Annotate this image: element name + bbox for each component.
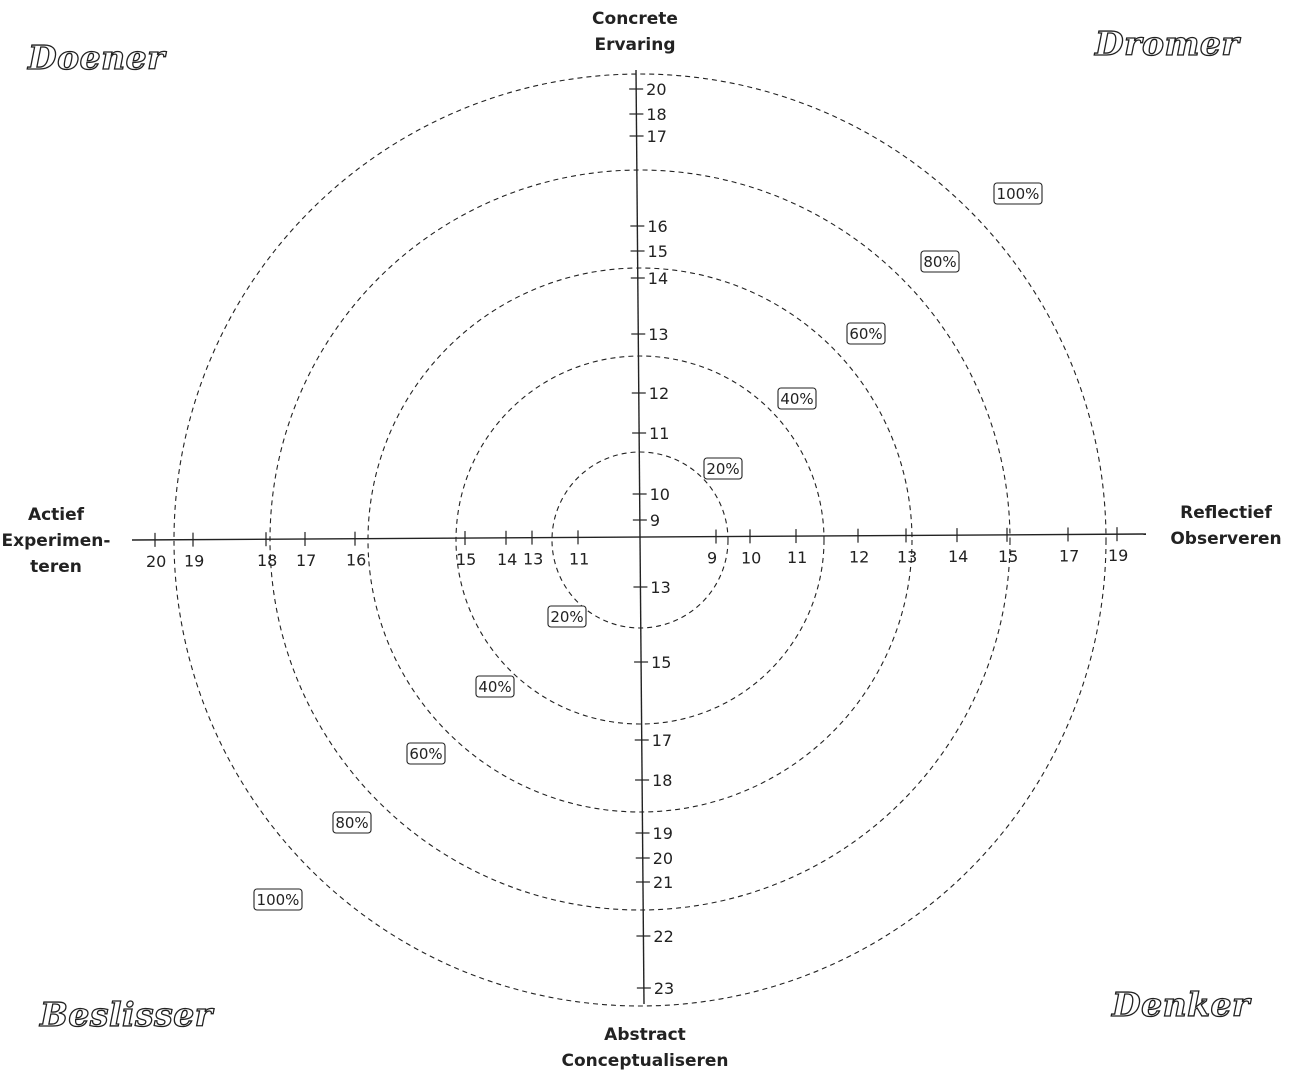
- right-tick-label-14: 14: [948, 547, 968, 566]
- right-tick-label-9: 9: [707, 549, 717, 568]
- left-tick-label-20: 20: [146, 552, 166, 571]
- axis-label-left-line2: Experimen-: [1, 531, 111, 551]
- top-tick-label-10: 10: [650, 485, 670, 504]
- ring-label-100-b: 100%: [257, 891, 300, 909]
- ring-label-box-40-b: [475, 675, 515, 698]
- ring-label-box-20-b: [547, 605, 587, 628]
- quadrant-label-doener: Doener: [27, 37, 165, 77]
- quadrant-label-beslisser: Beslisser: [39, 994, 213, 1034]
- ring-60: [367, 267, 913, 813]
- right-tick-label-19: 19: [1108, 546, 1128, 565]
- top-tick-label-14: 14: [648, 269, 668, 288]
- quadrant-label-denker: Denker: [1111, 984, 1250, 1024]
- left-tick-label-17: 17: [296, 551, 316, 570]
- right-tick-label-10: 10: [741, 548, 761, 567]
- quadrant-label-dromer: Dromer: [1094, 23, 1240, 63]
- bottom-tick-label-18: 18: [652, 771, 672, 790]
- axis-label-right-line2: Observeren: [1170, 529, 1282, 549]
- axis-label-top-line2: Ervaring: [594, 35, 676, 55]
- ring-label-20-b: 20%: [550, 608, 583, 626]
- ring-label-80-a: 80%: [923, 253, 956, 271]
- top-tick-label-13: 13: [648, 325, 668, 344]
- axis-label-left: Actief Experimen- teren: [0, 502, 112, 580]
- bottom-tick-label-23: 23: [654, 979, 674, 998]
- top-tick-label-16: 16: [647, 217, 667, 236]
- ring-label-100-a: 100%: [997, 185, 1040, 203]
- ring-20: [551, 451, 729, 629]
- axis-label-bottom-line2: Conceptualiseren: [561, 1051, 729, 1071]
- left-tick-label-18: 18: [257, 551, 277, 570]
- top-tick-label-11: 11: [649, 424, 669, 443]
- left-tick-label-16: 16: [346, 551, 366, 570]
- top-tick-label-17: 17: [647, 127, 667, 146]
- ring-80: [269, 169, 1011, 911]
- top-tick-label-15: 15: [648, 242, 668, 261]
- bottom-tick-label-13: 13: [650, 578, 670, 597]
- ring-label-80-b: 80%: [335, 814, 368, 832]
- axis-label-right: Reflectief Observeren: [1160, 500, 1292, 552]
- left-tick-label-11: 11: [569, 549, 589, 568]
- left-tick-label-19: 19: [184, 552, 204, 571]
- axis-label-bottom: Abstract Conceptualiseren: [540, 1022, 750, 1074]
- right-tick-label-12: 12: [849, 548, 869, 567]
- ring-label-40-b: 40%: [478, 678, 511, 696]
- ring-label-box-20-a: [703, 457, 743, 480]
- ring-label-box-60-a: [846, 322, 886, 345]
- ring-40: [455, 355, 825, 725]
- bottom-tick-label-22: 22: [653, 927, 673, 946]
- ring-label-box-40-a: [777, 387, 817, 410]
- ring-label-box-80-a: [920, 250, 960, 273]
- axis-label-left-line3: teren: [30, 557, 82, 577]
- axis-label-top-line1: Concrete: [592, 9, 678, 29]
- left-tick-label-15: 15: [456, 550, 476, 569]
- ring-100: [173, 73, 1107, 1007]
- ring-label-box-100-b: [253, 888, 303, 911]
- ring-label-60-b: 60%: [409, 745, 442, 763]
- axis-label-top: Concrete Ervaring: [560, 6, 710, 58]
- top-tick-label-9: 9: [650, 511, 660, 530]
- ring-label-60-a: 60%: [849, 325, 882, 343]
- axis-label-bottom-line1: Abstract: [604, 1025, 686, 1045]
- right-tick-label-17: 17: [1059, 546, 1079, 565]
- axis-label-left-line1: Actief: [27, 505, 85, 525]
- left-tick-label-14: 14: [497, 550, 517, 569]
- horizontal-axis: [131, 533, 1147, 541]
- ring-label-box-100-a: [993, 182, 1043, 205]
- left-tick-label-13: 13: [523, 550, 543, 569]
- right-tick-label-13: 13: [897, 547, 917, 566]
- top-tick-label-12: 12: [649, 384, 669, 403]
- right-tick-label-15: 15: [998, 547, 1018, 566]
- bottom-tick-label-21: 21: [653, 873, 673, 892]
- top-tick-label-18: 18: [646, 105, 666, 124]
- bottom-tick-label-15: 15: [651, 653, 671, 672]
- top-tick-label-20: 20: [646, 80, 666, 99]
- axis-label-right-line1: Reflectief: [1180, 503, 1272, 523]
- bottom-tick-label-17: 17: [652, 731, 672, 750]
- ring-label-box-60-b: [406, 742, 446, 765]
- bottom-tick-label-20: 20: [653, 849, 673, 868]
- ring-label-box-80-b: [332, 811, 372, 834]
- right-tick-label-11: 11: [787, 548, 807, 567]
- ring-label-20-a: 20%: [706, 460, 739, 478]
- ring-label-40-a: 40%: [780, 390, 813, 408]
- bottom-tick-label-19: 19: [653, 824, 673, 843]
